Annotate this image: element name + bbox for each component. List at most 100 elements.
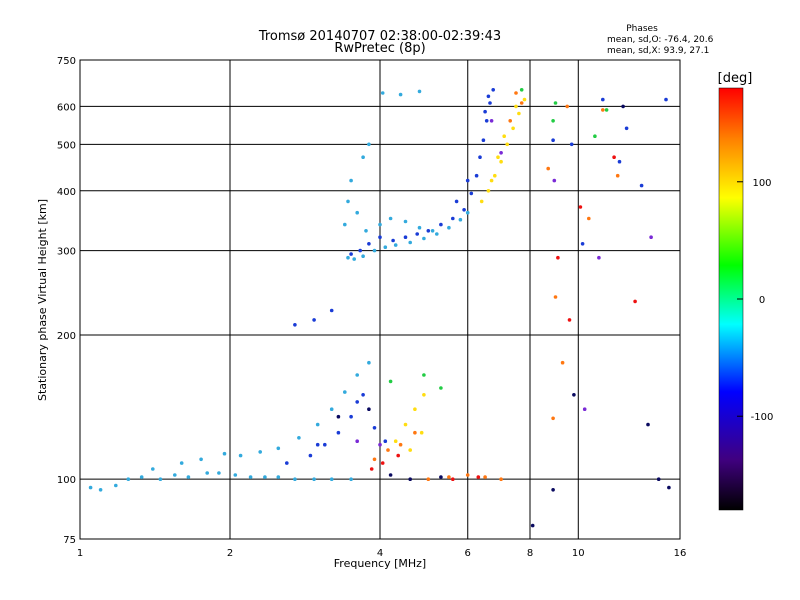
data-point [98, 488, 103, 492]
data-point [233, 473, 238, 477]
data-point [582, 407, 587, 412]
data-point [312, 318, 316, 322]
colorbar-label: [deg] [718, 71, 753, 86]
data-point [488, 101, 492, 105]
data-point [248, 475, 253, 479]
data-point [415, 232, 420, 236]
data-point [186, 475, 191, 479]
data-point [499, 151, 503, 155]
data-point [597, 255, 601, 260]
data-point [346, 199, 350, 204]
x-tick-label: 1 [77, 548, 83, 559]
data-point [258, 450, 263, 454]
data-point [398, 442, 403, 447]
data-point [465, 210, 470, 215]
data-point [499, 477, 503, 482]
plot-frame [79, 59, 681, 540]
data-point [199, 457, 203, 462]
data-point [179, 461, 184, 465]
data-point [511, 126, 515, 131]
data-point [474, 173, 479, 178]
data-point [483, 109, 487, 114]
data-point [114, 483, 118, 488]
data-point [408, 448, 413, 452]
y-tick-label: 400 [57, 187, 76, 198]
x-axis-label: Frequency [MHz] [334, 557, 426, 570]
y-tick-label: 500 [57, 140, 76, 151]
data-point [517, 111, 521, 116]
data-point [393, 439, 398, 444]
data-point [408, 240, 413, 245]
data-point [617, 159, 622, 164]
data-point [349, 178, 353, 183]
data-point [489, 119, 494, 123]
data-point [593, 134, 597, 138]
data-point [417, 225, 422, 230]
data-point [646, 422, 650, 427]
chart-title: Tromsø 20140707 02:38:00-02:39:43 [258, 29, 501, 44]
data-point [430, 229, 435, 233]
data-point [505, 142, 510, 147]
data-point [447, 475, 451, 479]
data-point [364, 229, 368, 233]
data-point [308, 453, 313, 458]
data-point [361, 155, 365, 159]
data-point [476, 475, 481, 479]
data-point [388, 379, 393, 384]
data-point [451, 477, 455, 482]
data-point [378, 222, 382, 227]
stats-line-x: mean, sd,X: 93.9, 27.1 [607, 46, 709, 56]
data-point [352, 257, 357, 261]
data-point [553, 295, 558, 299]
data-point [349, 252, 353, 256]
data-point [519, 88, 524, 92]
data-point [355, 439, 360, 444]
data-point [551, 488, 555, 492]
data-point [88, 485, 93, 490]
data-point [173, 473, 177, 477]
data-point [465, 473, 470, 477]
data-point [315, 422, 320, 427]
data-point [486, 94, 491, 99]
data-point [514, 91, 518, 95]
data-point [484, 119, 489, 123]
data-point [621, 104, 625, 109]
data-point [378, 235, 382, 239]
data-point [451, 216, 455, 221]
x-tick-label: 2 [227, 548, 233, 559]
data-point [403, 235, 408, 239]
data-point [483, 475, 487, 479]
data-point [336, 414, 341, 419]
data-point [601, 108, 605, 112]
data-point [358, 248, 363, 253]
data-point [553, 101, 558, 105]
data-point [578, 205, 583, 209]
data-point [403, 219, 408, 224]
data-point [489, 178, 494, 183]
data-point [508, 119, 512, 123]
y-axis-label: Stationary phase Virtual Height [km] [36, 199, 49, 401]
data-point [572, 393, 576, 397]
data-point [355, 210, 360, 215]
data-point [222, 451, 227, 456]
stats-line-o: mean, sd,O: -76.4, 20.6 [607, 35, 714, 45]
data-point [312, 477, 316, 482]
data-point [604, 108, 609, 112]
data-point [372, 248, 377, 253]
data-point [238, 453, 243, 458]
colorbar-tick-label: -100 [751, 412, 774, 423]
data-point [624, 126, 629, 131]
data-point [417, 89, 422, 94]
data-point [649, 235, 653, 239]
data-point [263, 475, 267, 479]
data-point [639, 183, 644, 188]
data-point [380, 461, 385, 465]
data-point [388, 473, 393, 477]
data-point [293, 477, 297, 482]
colorbar-tick-label: 100 [752, 178, 771, 189]
data-point [383, 439, 388, 444]
data-point [297, 436, 301, 440]
data-point [426, 229, 431, 233]
data-point [329, 308, 334, 313]
data-point [546, 166, 550, 171]
